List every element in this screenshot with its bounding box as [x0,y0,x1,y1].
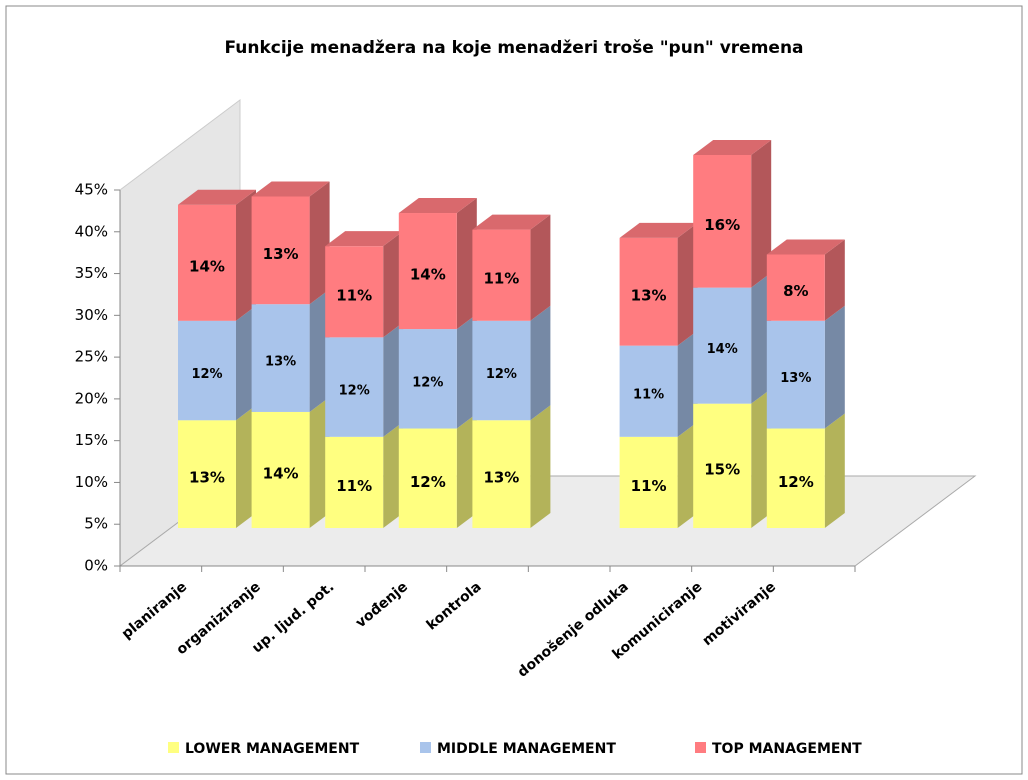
y-tick-label: 0% [84,557,108,575]
value-label: 8% [783,282,808,300]
bar-side [824,239,845,321]
legend-label: TOP MANAGEMENT [712,741,862,757]
bar-side [677,421,698,528]
chart-title: Funkcije menadžera na koje menadžeri tro… [224,38,803,58]
bar-side [824,413,845,528]
bar-side [751,140,772,288]
bar [251,304,310,412]
bar [766,428,825,528]
bar [472,229,531,321]
bar [178,420,236,528]
value-label: 13% [483,469,519,487]
bar-top [251,181,330,197]
bar-side [677,330,698,437]
bar-side [677,222,698,346]
bar [472,420,531,528]
bar-side [751,388,772,528]
bar [619,345,678,437]
value-label: 13% [780,371,811,386]
bar-top [472,214,551,230]
bar [766,254,825,321]
bar-side [309,396,330,528]
y-tick-label: 35% [75,264,108,282]
bar [178,204,236,321]
value-label: 11% [631,477,667,495]
value-label: 12% [410,473,446,491]
y-tick-label: 20% [75,389,108,407]
bar-top [766,239,845,255]
value-label: 15% [704,460,740,478]
value-label: 11% [336,477,372,495]
value-label: 13% [189,469,225,487]
bar-top [398,198,477,214]
y-tick-label: 25% [75,348,108,366]
bar-top [693,140,772,155]
bar [693,287,752,404]
bar-top [619,222,698,238]
value-label: 12% [486,367,517,382]
bar-side [530,214,551,321]
bar-side [751,272,772,404]
bar-top [178,189,256,205]
legend-label: MIDDLE MANAGEMENT [437,741,616,757]
y-tick-label: 40% [75,222,108,240]
bar [325,246,384,338]
bar [398,329,457,429]
bar [325,337,384,437]
bar [472,320,531,421]
value-label: 11% [633,388,664,403]
bar-side [309,181,330,305]
value-label: 11% [483,270,519,288]
value-label: 12% [412,375,443,390]
legend-swatch [168,742,179,753]
bar-top [325,231,404,247]
bar [251,196,310,305]
value-label: 12% [778,473,814,491]
bar-side [456,314,477,429]
bar-side [824,305,845,429]
value-label: 16% [704,216,740,234]
value-label: 14% [263,464,299,482]
bar [693,155,752,288]
value-label: 13% [263,245,299,263]
value-label: 13% [265,355,296,370]
y-tick-label: 10% [75,473,108,491]
value-label: 14% [707,342,738,357]
bar [619,436,678,528]
y-tick-label: 15% [75,431,108,449]
legend-swatch [420,742,431,753]
value-label: 14% [189,257,225,275]
bar-side [236,405,256,528]
bar-side [383,231,404,338]
bar-side [456,198,477,330]
bar-side [530,405,551,528]
bar-side [530,305,551,421]
bar-side [456,413,477,528]
y-tick-label: 30% [75,306,108,324]
bar-side [236,305,256,421]
bar [398,428,457,528]
legend-label: LOWER MANAGEMENT [185,741,360,757]
bar-side [236,189,256,321]
bar-side [309,289,330,412]
value-label: 13% [631,286,667,304]
bar [178,320,236,421]
bar-side [383,421,404,528]
value-label: 12% [191,367,222,382]
bar [251,411,310,528]
y-tick-label: 5% [84,515,108,533]
bar [619,237,678,346]
y-tick-label: 45% [75,181,108,199]
bar [693,403,752,528]
legend-swatch [695,742,706,753]
value-label: 12% [339,384,370,399]
bar [325,436,384,528]
bar-side [383,322,404,437]
value-label: 14% [410,266,446,284]
value-label: 11% [336,286,372,304]
bar [398,213,457,330]
bar [766,320,825,429]
